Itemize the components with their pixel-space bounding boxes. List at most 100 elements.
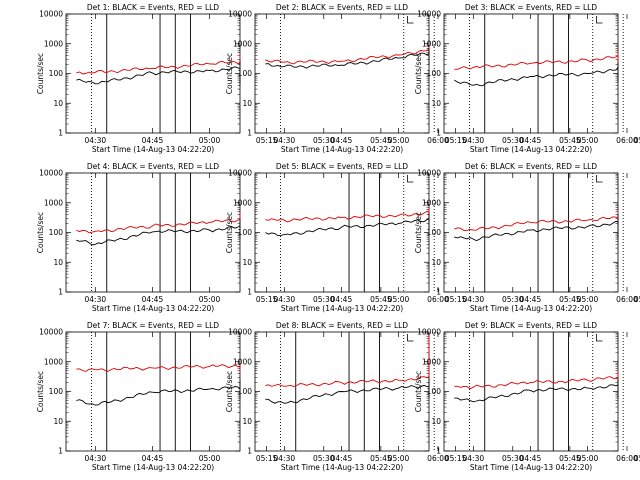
x-tick-label: 05:45 [559,454,581,463]
x-tick-label: 05:30 [313,454,335,463]
x-tick-label: 04:45 [331,454,353,463]
x-tick-label: 06:00 [616,295,638,304]
x-tick-label: 05:00 [199,454,221,463]
x-axis-label: Start Time (14-Aug-13 04:22:20) [470,463,592,472]
y-tick-label: 100 [238,387,253,396]
y-tick-label: 1 [58,288,63,297]
panel-title: Det 6: BLACK = Events, RED = LLD [465,162,597,171]
x-axis-label: Start Time (14-Aug-13 04:22:20) [281,145,403,154]
y-tick-label: 10 [431,258,441,267]
x-tick-label: 04:30 [85,454,107,463]
y-tick-label: 100 [49,69,64,78]
x-tick-label: 05:15 [445,136,467,145]
panel-det-3: Det 3: BLACK = Events, RED = LLD 1 10 100 10… [414,3,640,154]
x-tick-label: 05:30 [313,136,335,145]
x-tick-label: 05:15 [256,454,278,463]
x-tick-label: 05:30 [502,136,524,145]
x-tick-label: 04:45 [331,136,353,145]
x-tick-label: 05:15 [634,295,640,304]
y-axis-label: Counts/sec [36,53,45,94]
corner-mark [407,175,414,183]
series-lld-line [76,54,241,79]
x-tick-label: 04:30 [274,295,296,304]
y-axis-label: Counts/sec [225,371,234,412]
x-tick-label: 05:45 [370,295,392,304]
y-axis-label: Counts/sec [414,371,423,412]
y-tick-label: 10000 [39,328,63,337]
x-tick-label: 04:30 [274,454,296,463]
y-tick-label: 1000 [233,198,252,207]
y-tick-label: 1000 [422,39,441,48]
x-tick-label: 04:45 [142,454,164,463]
y-tick-label: 10000 [228,10,252,19]
y-tick-label: 10 [53,258,63,267]
corner-mark [596,16,603,24]
x-tick-label: 05:30 [502,454,524,463]
x-tick-label: 04:30 [463,136,485,145]
panel-title: Det 5: BLACK = Events, RED = LLD [276,162,408,171]
panel-title: Det 4: BLACK = Events, RED = LLD [87,162,219,171]
y-tick-label: 10 [53,99,63,108]
plot-frame [254,172,430,293]
panel-title: Det 3: BLACK = Events, RED = LLD [465,3,597,12]
x-tick-label: 05:15 [256,295,278,304]
y-axis-label: Counts/sec [36,212,45,253]
y-tick-label: 10000 [417,10,441,19]
x-tick-label: 05:00 [199,295,221,304]
y-tick-label: 100 [238,69,253,78]
panel-det-5: Det 5: BLACK = Events, RED = LLD11010010… [225,162,638,313]
y-tick-label: 10000 [39,10,63,19]
series-lld-line [265,45,430,65]
y-tick-label: 1 [247,288,252,297]
series-events-line [265,377,430,404]
y-tick-label: 10000 [228,169,252,178]
x-tick-label: 06:00 [427,454,449,463]
y-tick-label: 1 [436,288,441,297]
panel-title: Det 8: BLACK = Events, RED = LLD [276,321,408,330]
series-lld-line [454,370,619,391]
series-events-line [265,212,430,237]
y-tick-label: 10000 [228,328,252,337]
x-tick-label: 05:15 [445,295,467,304]
x-tick-label: 04:30 [85,136,107,145]
x-axis-label: Start Time (14-Aug-13 04:22:20) [281,304,403,313]
corner-mark [407,334,414,342]
panel-title: Det 9: BLACK = Events, RED = LLD [465,321,597,330]
x-tick-label: 05:15 [634,454,640,463]
y-tick-label: 10000 [417,328,441,337]
y-tick-label: 10000 [39,169,63,178]
x-tick-label: 05:00 [388,454,410,463]
y-tick-label: 100 [49,387,64,396]
x-axis-label: Start Time (14-Aug-13 04:22:20) [92,304,214,313]
y-tick-label: 10 [431,99,441,108]
y-axis-label: Counts/sec [225,53,234,94]
panel-det-4: Det 4: BLACK = Events, RED = LLD11010010… [36,162,449,313]
y-tick-label: 1000 [44,198,63,207]
x-tick-label: 04:45 [520,454,542,463]
panel-det-1: Det 1: BLACK = Events, RED = LLD 1 10 100 10… [36,3,449,154]
x-tick-label: 05:45 [559,136,581,145]
plot-frame [443,172,619,293]
panel-title: Det 1: BLACK = Events, RED = LLD [87,3,219,12]
x-tick-label: 06:00 [616,454,638,463]
x-tick-label: 04:30 [274,136,296,145]
corner-mark [407,16,414,24]
y-tick-label: 1 [436,129,441,138]
x-tick-label: 05:30 [313,295,335,304]
x-axis-label: Start Time (14-Aug-13 04:22:20) [92,145,214,154]
x-tick-label: 05:15 [445,454,467,463]
x-tick-label: 04:45 [331,295,353,304]
y-axis-label: Counts/sec [414,212,423,253]
series-lld-line [454,210,619,232]
series-events-line [454,377,619,403]
x-tick-label: 04:45 [520,295,542,304]
x-tick-label: 05:30 [502,295,524,304]
y-tick-label: 1000 [422,357,441,366]
x-tick-label: 05:00 [199,136,221,145]
y-tick-label: 100 [427,69,442,78]
x-tick-label: 05:00 [388,136,410,145]
y-axis-label: Counts/sec [36,371,45,412]
y-tick-label: 10 [242,99,252,108]
series-lld-line [454,50,619,70]
